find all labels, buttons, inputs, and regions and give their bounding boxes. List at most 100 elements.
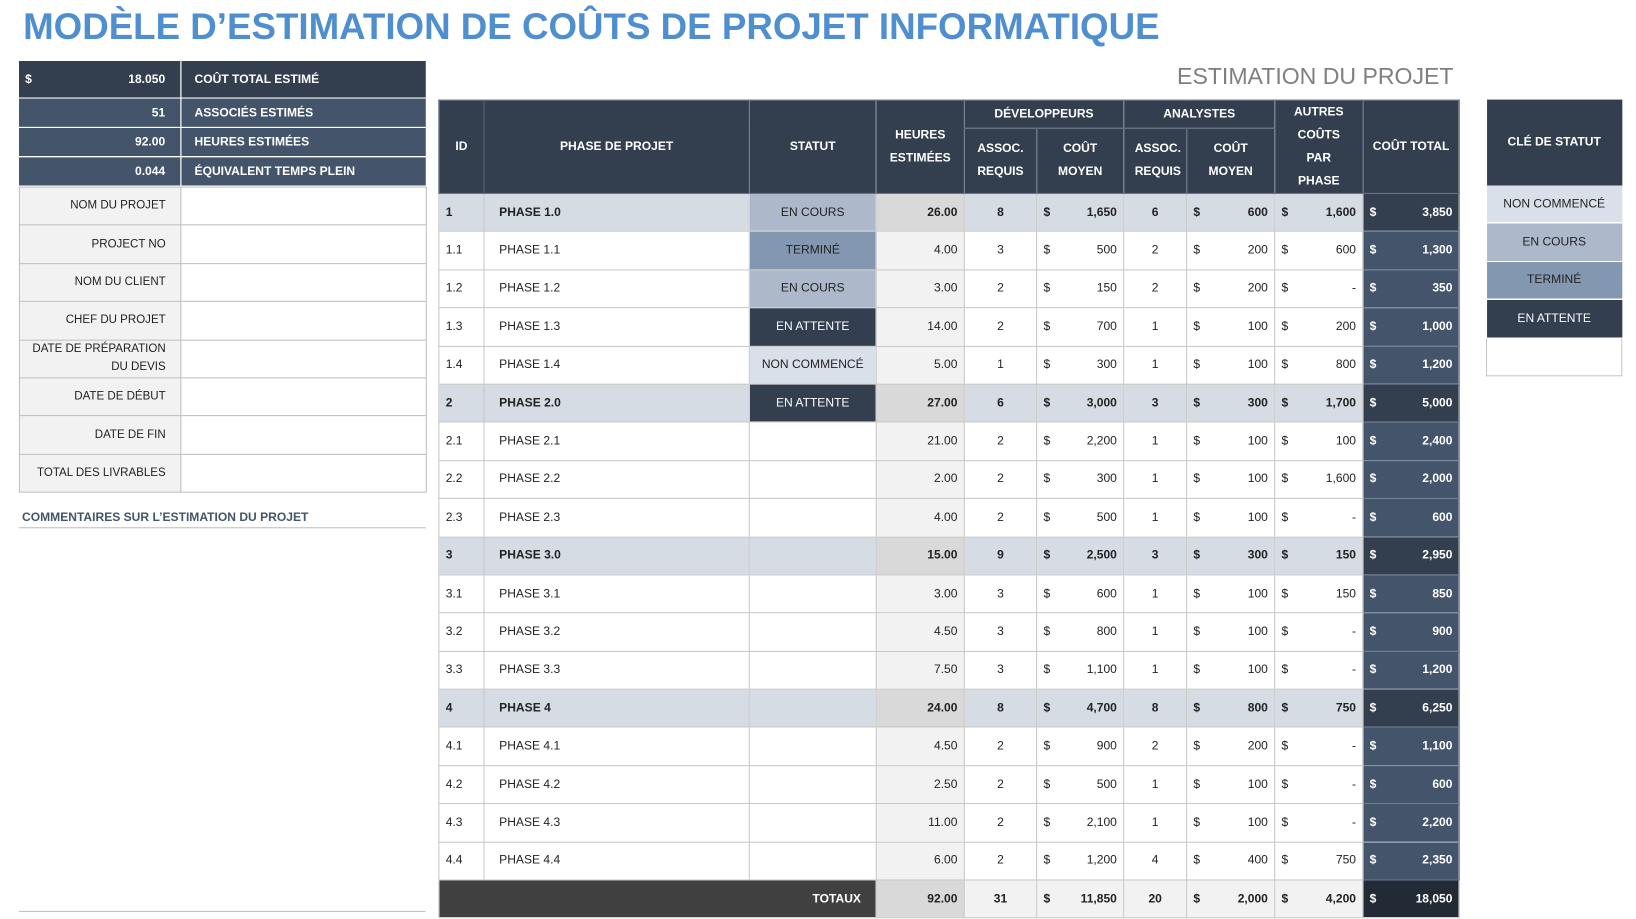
money: $900	[1043, 740, 1116, 753]
row-total-value: 2,950	[1422, 549, 1453, 563]
summary-row: 92.00 HEURES ESTIMÉES	[18, 127, 426, 158]
money: $200	[1193, 244, 1267, 257]
currency: $	[1193, 587, 1201, 601]
currency: $	[1281, 587, 1289, 601]
info-value	[180, 339, 427, 379]
info-value	[180, 224, 427, 264]
row-total: $6,250	[1362, 688, 1460, 728]
row-dev-cost-value: 900	[1096, 740, 1117, 753]
row-total: $3,850	[1362, 192, 1460, 233]
row-dev-cost-value: 700	[1096, 320, 1117, 334]
header-row: ASSOC. REQUIS COÛT MOYEN ASSOC. REQUIS COÛT…	[439, 127, 1459, 194]
money: $ -	[1282, 511, 1356, 524]
row-dev-cost: $2,500	[1036, 536, 1125, 576]
row-an-assoc: 6	[1123, 192, 1188, 233]
currency: $	[1193, 740, 1201, 753]
row-other-value: 750	[1335, 854, 1356, 868]
data-row: 3 PHASE 3.0 15.00 9 $2,500 3 $300 $150 $2,950	[438, 536, 1460, 576]
row-total: $2,200	[1362, 803, 1460, 843]
row-status	[748, 841, 877, 881]
row-status	[748, 421, 877, 461]
currency: $	[1281, 740, 1289, 753]
money: $2,200	[1370, 816, 1453, 829]
row-status	[748, 459, 877, 500]
row-dev-cost: $300	[1036, 345, 1125, 385]
currency: $	[1369, 549, 1377, 563]
currency: $	[1369, 587, 1377, 601]
summary-label: ASSOCIÉS ESTIMÉS	[180, 98, 426, 128]
money: $750	[1282, 855, 1356, 868]
currency: $	[1369, 473, 1377, 486]
row-hours: 15.00	[875, 536, 965, 576]
row-an-assoc: 2	[1123, 231, 1188, 271]
row-total-value: 1,100	[1422, 740, 1453, 753]
row-id: 3.3	[438, 650, 485, 690]
summary-row: $18.050 COÛT TOTAL ESTIMÉ	[18, 60, 426, 99]
row-id: 1.1	[438, 231, 485, 271]
currency: $	[1043, 206, 1051, 219]
row-other-value: -	[1351, 282, 1356, 296]
row-an-assoc: 1	[1123, 574, 1188, 614]
money: $ -	[1282, 740, 1356, 753]
row-phase: PHASE 3.2	[483, 612, 750, 652]
money: $850	[1370, 588, 1453, 601]
row-dev-assoc: 2	[963, 498, 1038, 538]
row-dev-assoc: 3	[963, 650, 1038, 690]
row-an-assoc: 8	[1123, 688, 1188, 728]
row-an-cost-value: 200	[1247, 282, 1268, 296]
info-row: PROJECT NO	[18, 224, 427, 264]
money: $1,200	[1370, 664, 1453, 677]
row-other-value: -	[1351, 511, 1356, 524]
row-an-assoc: 3	[1123, 383, 1188, 423]
row-hours: 21.00	[875, 421, 965, 461]
header-sub: COÛT MOYEN	[1036, 127, 1125, 194]
row-dev-assoc: 2	[963, 269, 1038, 309]
row-id: 1.2	[438, 269, 485, 309]
row-dev-cost-value: 2,200	[1086, 435, 1117, 448]
row-dev-assoc: 2	[963, 765, 1038, 805]
row-an-cost-value: 100	[1247, 511, 1268, 524]
row-an-cost: $200	[1186, 726, 1276, 767]
row-hours: 11.00	[875, 803, 965, 843]
data-row: 2.1 PHASE 2.1 21.00 2 $2,200 1 $100 $100 $2,400	[438, 421, 1460, 461]
money: $600	[1282, 244, 1356, 257]
money: $1,200	[1370, 359, 1453, 372]
info-label: NOM DU CLIENT	[18, 262, 182, 303]
row-dev-cost-value: 2,500	[1086, 549, 1117, 563]
money: $100	[1193, 588, 1267, 601]
currency: $	[1043, 358, 1051, 372]
row-an-cost: $200	[1186, 231, 1276, 271]
info-table: NOM DU PROJET PROJECT NO NOM DU CLIENT CHEF…	[18, 186, 427, 493]
currency: $	[1369, 206, 1377, 219]
money: $2,000	[1370, 473, 1453, 486]
money: $300	[1193, 549, 1267, 562]
header-sub: ASSOC. REQUIS	[963, 127, 1038, 194]
info-row: DATE DE FIN	[18, 415, 427, 455]
data-row: 4.4 PHASE 4.4 6.00 2 $1,200 4 $400 $750 $2,350	[438, 841, 1460, 881]
row-hours: 3.00	[875, 269, 965, 309]
currency: $	[1193, 778, 1201, 791]
totals-an-assoc: 20	[1123, 879, 1188, 919]
row-total-value: 600	[1432, 778, 1453, 791]
data-row: 4.2 PHASE 4.2 2.50 2 $500 1 $100 $ - $600	[438, 765, 1460, 805]
row-other: $ -	[1274, 726, 1364, 767]
row-other: $150	[1274, 536, 1364, 576]
money: $2,200	[1043, 435, 1116, 448]
currency: $	[1043, 625, 1051, 639]
money: $100	[1282, 435, 1356, 448]
row-total: $1,200	[1362, 650, 1460, 690]
currency: $	[25, 72, 32, 86]
row-status	[748, 765, 877, 805]
row-phase: PHASE 4.2	[483, 765, 750, 805]
money: $600	[1043, 588, 1116, 601]
row-dev-cost-value: 3,000	[1086, 396, 1117, 410]
money: $4,700	[1043, 702, 1116, 715]
row-an-cost-value: 100	[1247, 358, 1268, 372]
row-dev-assoc: 2	[963, 307, 1038, 347]
totals-row: TOTAUX 92.00 31 $11,850 20 $2,000 $4,200 $18,05…	[438, 879, 1460, 919]
row-an-cost-value: 300	[1247, 396, 1268, 410]
row-dev-cost-value: 4,700	[1086, 702, 1117, 715]
row-an-cost-value: 200	[1247, 740, 1268, 753]
info-row: TOTAL DES LIVRABLES	[18, 453, 427, 493]
